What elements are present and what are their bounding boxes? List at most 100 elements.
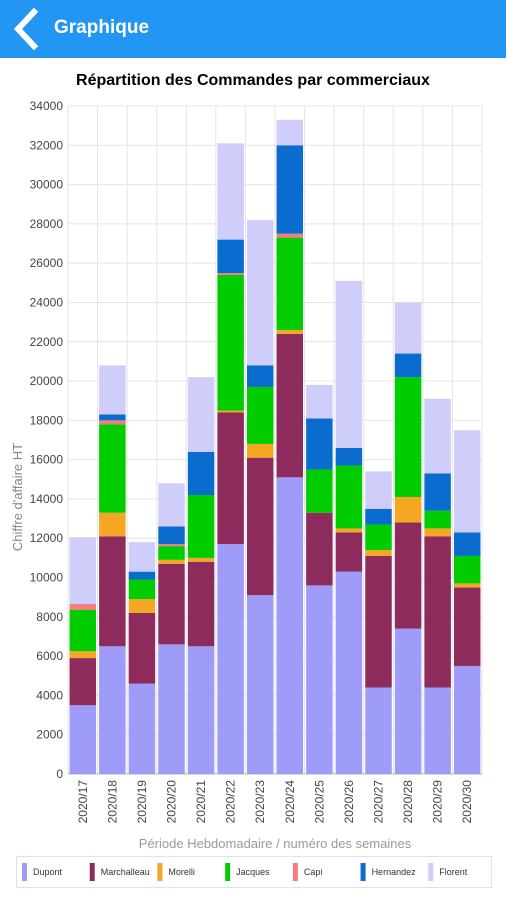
bar-segment bbox=[276, 477, 304, 774]
y-axis-ticks: 0 2000 4000 6000 8000 10000 12000 14000 16000 180… bbox=[30, 99, 64, 781]
bar-segment bbox=[306, 585, 333, 774]
bar-segment bbox=[453, 665, 481, 774]
bar-segment bbox=[276, 119, 304, 146]
bar-segment bbox=[246, 457, 274, 596]
bar-segment bbox=[246, 595, 274, 774]
bar-segment bbox=[365, 555, 392, 688]
bar-segment bbox=[306, 418, 333, 470]
x-tick-label: 2020/28 bbox=[401, 780, 415, 824]
bar-segment bbox=[128, 542, 156, 572]
bar-segment bbox=[335, 280, 363, 448]
bar-segment bbox=[394, 522, 422, 629]
y-tick-label: 32000 bbox=[30, 138, 64, 152]
y-tick-label: 2000 bbox=[36, 728, 63, 742]
bar-segment bbox=[99, 365, 126, 415]
bar-segment bbox=[424, 687, 451, 774]
bar-segment bbox=[187, 495, 215, 558]
bar-segment bbox=[158, 544, 185, 547]
back-button[interactable] bbox=[8, 6, 48, 52]
bar-segment bbox=[365, 550, 392, 556]
y-axis-label: Chiffre d'affaire HT bbox=[10, 443, 25, 551]
bar-segment bbox=[306, 384, 333, 419]
bar-segment bbox=[335, 532, 363, 572]
legend-label: Morelli bbox=[168, 867, 195, 877]
bar-segment bbox=[217, 143, 244, 240]
bar-segment bbox=[394, 353, 422, 378]
app-bar: Graphique bbox=[0, 0, 506, 58]
bar-segment bbox=[217, 412, 244, 545]
bar-segment bbox=[246, 365, 274, 387]
bar-segment bbox=[99, 536, 126, 647]
y-tick-label: 10000 bbox=[30, 571, 64, 585]
bar-segment bbox=[128, 683, 156, 774]
bar-segment bbox=[187, 557, 215, 562]
bar-segment bbox=[365, 508, 392, 525]
bar-segment bbox=[246, 386, 274, 444]
y-tick-label: 22000 bbox=[30, 335, 64, 349]
bar-segment bbox=[453, 532, 481, 556]
chart-bars bbox=[69, 119, 481, 774]
x-tick-label: 2020/25 bbox=[312, 780, 326, 824]
bar-segment bbox=[99, 420, 126, 425]
x-tick-label: 2020/18 bbox=[105, 780, 119, 824]
bar-segment bbox=[158, 546, 185, 560]
bar-segment bbox=[217, 274, 244, 411]
legend-swatch bbox=[22, 863, 27, 881]
x-tick-label: 2020/19 bbox=[135, 780, 149, 824]
x-tick-label: 2020/27 bbox=[372, 780, 386, 824]
bar-segment bbox=[217, 544, 244, 774]
bar-segment bbox=[187, 561, 215, 647]
x-axis-ticks: 2020/17 2020/18 2020/19 2020/20 2020/21 2020/… bbox=[76, 780, 474, 824]
bar-segment bbox=[128, 571, 156, 580]
x-tick-label: 2020/21 bbox=[194, 780, 208, 824]
y-tick-label: 18000 bbox=[30, 413, 64, 427]
legend-swatch bbox=[360, 863, 366, 881]
bar-segment bbox=[335, 465, 363, 529]
bar-segment bbox=[365, 687, 392, 774]
y-tick-label: 6000 bbox=[36, 649, 63, 663]
bar-segment bbox=[306, 469, 333, 513]
x-tick-label: 2020/30 bbox=[460, 780, 474, 824]
bar-segment bbox=[69, 658, 97, 706]
bar-segment bbox=[453, 555, 481, 584]
bar-segment bbox=[276, 237, 304, 330]
bar-segment bbox=[424, 473, 451, 511]
legend-swatch bbox=[89, 863, 95, 881]
bar-segment bbox=[69, 537, 97, 605]
y-tick-label: 16000 bbox=[30, 453, 64, 467]
bar-segment bbox=[69, 705, 97, 774]
bar-segment bbox=[246, 443, 274, 458]
chart-legend: Dupont Marchalleau Morelli Jacques Capi Herna… bbox=[16, 856, 492, 888]
bar-segment bbox=[69, 604, 97, 610]
bar-segment bbox=[424, 398, 451, 474]
bar-segment bbox=[453, 583, 481, 588]
y-tick-label: 8000 bbox=[36, 610, 63, 624]
bar-segment bbox=[187, 451, 215, 496]
bar-segment bbox=[424, 528, 451, 537]
stacked-bar-chart: Répartition des Commandes par commerciau… bbox=[10, 72, 483, 851]
bar-segment bbox=[187, 377, 215, 452]
legend-swatch bbox=[428, 863, 434, 881]
bar-segment bbox=[99, 424, 126, 513]
legend-swatch bbox=[225, 863, 231, 881]
bar-segment bbox=[394, 302, 422, 354]
bar-segment bbox=[217, 239, 244, 273]
bar-segment bbox=[394, 377, 422, 497]
y-tick-label: 4000 bbox=[36, 688, 63, 702]
bar-segment bbox=[365, 471, 392, 509]
y-tick-label: 24000 bbox=[30, 295, 64, 309]
x-tick-label: 2020/20 bbox=[165, 780, 179, 824]
bar-segment bbox=[187, 646, 215, 774]
legend-label: Capi bbox=[304, 867, 323, 877]
bar-segment bbox=[158, 526, 185, 545]
bar-segment bbox=[99, 414, 126, 421]
bar-segment bbox=[99, 646, 126, 774]
y-tick-label: 34000 bbox=[30, 99, 64, 113]
bar-segment bbox=[158, 483, 185, 527]
y-tick-label: 12000 bbox=[30, 531, 64, 545]
bar-segment bbox=[276, 333, 304, 478]
bar-segment bbox=[217, 410, 244, 413]
y-tick-label: 26000 bbox=[30, 256, 64, 270]
y-tick-label: 14000 bbox=[30, 492, 64, 506]
y-tick-label: 0 bbox=[56, 767, 63, 781]
